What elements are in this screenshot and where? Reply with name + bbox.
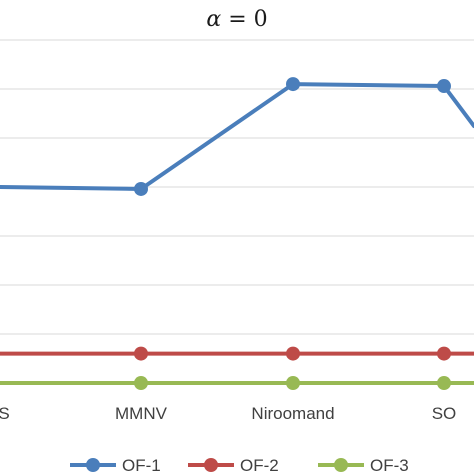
legend-swatch-marker <box>86 458 100 472</box>
gridlines <box>0 39 474 384</box>
x-tick-label: S <box>0 404 10 423</box>
chart-title-symbol: α <box>206 7 221 32</box>
chart-title: α = 0 <box>206 7 267 32</box>
data-point-of-2 <box>437 346 451 361</box>
legend-swatch-marker <box>334 458 348 472</box>
data-point-of-1 <box>437 79 451 94</box>
series-line-of-1 <box>0 82 446 191</box>
x-tick-labels: S MMNV Niroomand SO <box>0 404 456 423</box>
legend: OF-1 OF-2 OF-3 <box>70 456 409 474</box>
legend-label: OF-1 <box>122 456 161 474</box>
legend-label: OF-2 <box>240 456 279 474</box>
data-point-of-2 <box>286 346 300 361</box>
data-point-of-1 <box>286 77 300 92</box>
x-tick-label: SO <box>432 404 457 423</box>
data-point-of-1 <box>134 181 148 196</box>
data-point-of-2 <box>134 346 148 361</box>
data-point-of-3 <box>437 376 451 390</box>
data-point-of-3 <box>286 376 300 390</box>
legend-swatch-marker <box>204 458 218 472</box>
series-line-tail-of-1 <box>442 84 474 129</box>
legend-label: OF-3 <box>370 456 409 474</box>
chart-title-rest: = 0 <box>221 7 267 32</box>
data-point-of-3 <box>134 376 148 390</box>
series-lines <box>0 77 474 390</box>
x-tick-label: Niroomand <box>251 404 334 423</box>
x-tick-label: MMNV <box>115 404 168 423</box>
